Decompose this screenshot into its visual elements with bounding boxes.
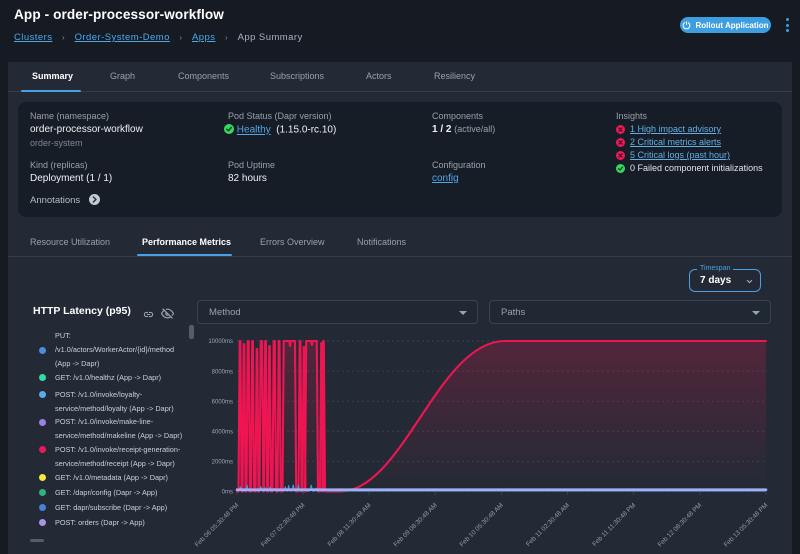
svg-text:10000ms: 10000ms xyxy=(208,339,233,345)
svg-text:Feb 12 08:30:48 PM: Feb 12 08:30:48 PM xyxy=(657,502,704,549)
svg-text:Feb 09 08:30:48 AM: Feb 09 08:30:48 AM xyxy=(392,502,438,548)
svg-text:0ms: 0ms xyxy=(222,490,233,496)
svg-text:4000ms: 4000ms xyxy=(212,430,233,436)
svg-text:8000ms: 8000ms xyxy=(212,369,233,375)
svg-text:Feb 06 05:30:48 PM: Feb 06 05:30:48 PM xyxy=(194,502,241,549)
svg-text:Feb 13 05:30:48 PM: Feb 13 05:30:48 PM xyxy=(723,502,770,549)
svg-text:6000ms: 6000ms xyxy=(212,399,233,405)
svg-text:Feb 08 11:30:48 AM: Feb 08 11:30:48 AM xyxy=(327,502,373,548)
svg-text:Feb 10 05:30:48 AM: Feb 10 05:30:48 AM xyxy=(459,502,505,548)
svg-text:Feb 11 11:30:48 PM: Feb 11 11:30:48 PM xyxy=(591,502,637,548)
svg-text:Feb 07 02:30:48 PM: Feb 07 02:30:48 PM xyxy=(260,502,307,549)
svg-text:Feb 11 02:30:48 AM: Feb 11 02:30:48 AM xyxy=(525,502,571,548)
svg-text:2000ms: 2000ms xyxy=(212,460,233,466)
